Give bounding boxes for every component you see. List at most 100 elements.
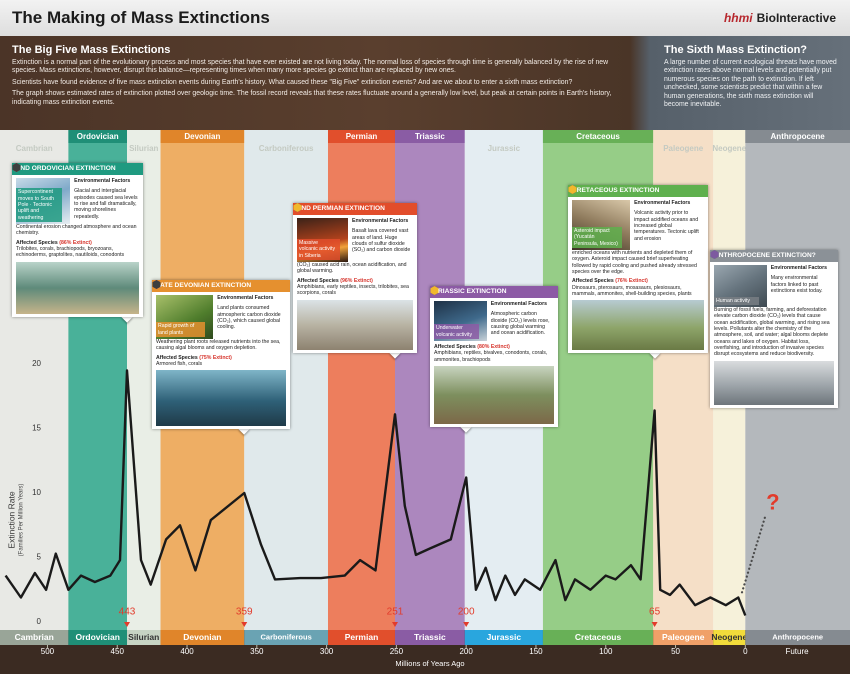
image-caption: Underwater volcanic activity [434, 324, 479, 340]
affected-species: Amphibians, early reptiles, insects, tri… [297, 284, 409, 297]
logo: hhmi BioInteractive [724, 11, 836, 25]
sixth-heading: The Sixth Mass Extinction? [664, 44, 808, 56]
extinction-marker [391, 622, 398, 627]
period-strip [0, 630, 69, 645]
period-label-bottom: Anthropocene [772, 632, 823, 641]
factors-column: Environmental Factors Many environmental … [710, 250, 834, 307]
factors-heading: Environmental Factors [217, 295, 274, 302]
period-header [745, 130, 850, 143]
period-label-bottom: Neogene [711, 632, 747, 642]
illustration: Human activity [714, 265, 767, 308]
period-label-bottom: Triassic [414, 632, 446, 642]
factors-heading: Environmental Factors [74, 178, 131, 185]
extinct-percent: (76% Extinct) [615, 278, 648, 285]
callout-row: Rapid growth of land plants Environmental… [152, 280, 290, 340]
callout-row: Underwater volcanic activity Environmenta… [430, 286, 558, 342]
image-caption: Massive volcanic activity in Siberia [297, 239, 341, 261]
affected-heading: Affected Species (75% Extinct) [152, 352, 290, 361]
extinct-percent: (80% Extinct) [477, 344, 510, 351]
period-strip [160, 630, 245, 645]
y-axis-label: Extinction Rate [6, 491, 16, 548]
extinction-marker-label: 65 [649, 607, 661, 618]
period-strip [713, 630, 746, 645]
x-tick-label: 200 [459, 647, 473, 656]
callout-title: END PERMIAN EXTINCTION [293, 203, 417, 216]
period-label-bottom: Jurassic [487, 632, 522, 642]
logo-name: BioInteractive [756, 11, 836, 25]
x-tick-label: 350 [250, 647, 264, 656]
period-label-bottom: Carboniferous [260, 632, 311, 641]
x-tick-label: 400 [180, 647, 194, 656]
affected-heading: Affected Species (76% Extinct) [568, 275, 708, 284]
period-label-top: Permian [346, 132, 378, 141]
factor-icon [710, 250, 719, 259]
callout: TRIASSIC EXTINCTION Underwater volcanic a… [430, 286, 558, 428]
illustration: Asteroid impact (Yucatán Peninsula, Mexi… [572, 200, 631, 251]
period-header [542, 130, 654, 143]
period-strip [394, 630, 465, 645]
factors-text: Many environmental factors linked to pas… [770, 275, 823, 295]
x-tick-label: 500 [41, 647, 55, 656]
title-bar: The Making of Mass Extinctions hhmi BioIn… [0, 0, 850, 36]
factors-text: Land plants consumed atmospheric carbon … [217, 305, 281, 331]
factor-icon [152, 280, 161, 289]
extinct-percent: (96% Extinct) [340, 277, 373, 284]
x-tick-label: 300 [320, 647, 334, 656]
period-label-bottom: Cambrian [15, 632, 54, 642]
illustration: Massive volcanic activity in Siberia [297, 218, 349, 263]
period-strip [127, 630, 161, 645]
affected-heading: Affected Species (96% Extinct) [293, 275, 417, 284]
period-strip [653, 630, 714, 645]
extinction-marker [241, 622, 248, 627]
y-tick-label: 15 [32, 424, 41, 433]
factor-hexagon [152, 280, 161, 289]
factor-hexagon [293, 203, 302, 212]
factors-text: Basalt lava covered vast areas of land. … [352, 228, 411, 254]
factor-hexagon [12, 163, 21, 172]
affected-species: Amphibians, reptiles, bivalves, conodont… [434, 350, 548, 363]
callout-row: Supercontinent moves to South Pole · Tec… [12, 163, 143, 225]
factors-column: Environmental Factors Basalt lava covered… [293, 203, 413, 262]
intro-paragraph: The graph shows estimated rates of extin… [12, 90, 612, 106]
period-label-top: Neogene [712, 144, 746, 153]
y-tick-label: 0 [37, 617, 42, 626]
extinction-marker-label: 251 [387, 607, 404, 618]
callout: END ORDOVICIAN EXTINCTION Supercontinent … [12, 163, 143, 317]
period-label-top: Carboniferous [259, 144, 314, 153]
image-caption: Supercontinent moves to South Pole · Tec… [16, 188, 63, 223]
image-caption: Human activity [714, 296, 759, 306]
factor-hexagon [430, 286, 439, 295]
factors-heading: Environmental Factors [770, 265, 828, 272]
factor-hexagon [568, 185, 577, 194]
extinction-marker-label: 200 [458, 607, 475, 618]
factors-text-more: Weathering plant roots released nutrient… [156, 339, 281, 352]
factor-icon [293, 203, 302, 212]
period-label-bottom: Permian [345, 632, 379, 642]
affected-species: Armored fish, corals [156, 361, 203, 368]
image-caption: Rapid growth of land plants [156, 322, 206, 338]
factors-text: Glacial and interglacial episodes caused… [74, 188, 138, 220]
extinction-marker [651, 622, 658, 627]
intro-heading: The Big Five Mass Extinctions [12, 44, 171, 56]
factors-text-more: enriched oceans with nutrients and deple… [572, 250, 697, 276]
callout-row: Massive volcanic activity in Siberia Envi… [293, 203, 417, 263]
callout-title: ANTHROPOCENE EXTINCTION? [710, 250, 838, 263]
period-header [394, 130, 465, 143]
page-title: The Making of Mass Extinctions [12, 8, 270, 27]
callout-title: END ORDOVICIAN EXTINCTION [12, 163, 143, 176]
illustration [297, 299, 413, 350]
period-strip [244, 630, 328, 645]
factors-heading: Environmental Factors [490, 301, 548, 308]
callout: LATE DEVONIAN EXTINCTION Rapid growth of … [152, 280, 290, 430]
x-tick-label: 450 [111, 647, 125, 656]
x-tick-label: 100 [599, 647, 613, 656]
affected-species: Trilobites, corals, brachiopods, bryozoa… [16, 246, 125, 259]
illustration [434, 366, 554, 425]
extinction-rate-line [4, 369, 747, 616]
y-tick-label: 10 [32, 488, 41, 497]
x-tick-label: 250 [390, 647, 404, 656]
projection-line [740, 516, 766, 594]
logo-hhmi: hhmi [723, 11, 753, 25]
callout-title: CRETACEOUS EXTINCTION [568, 185, 708, 198]
